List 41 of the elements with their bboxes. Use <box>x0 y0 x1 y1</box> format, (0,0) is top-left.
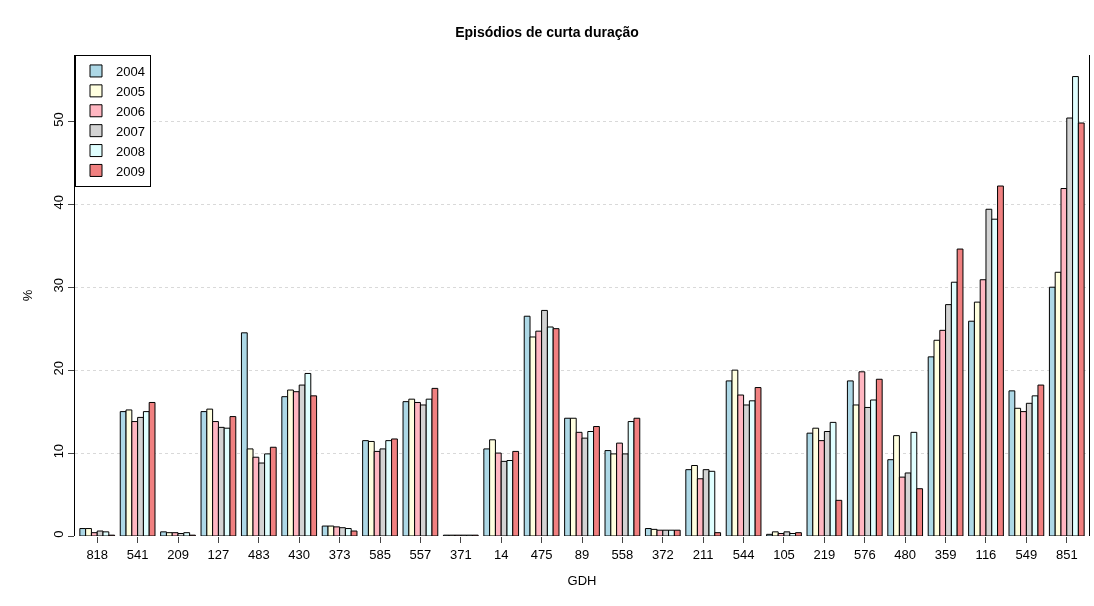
x-tick-label: 480 <box>894 546 917 562</box>
x-tick-label: 116 <box>975 546 997 562</box>
x-tick-label: 89 <box>574 546 590 562</box>
x-tick-label: 359 <box>934 546 957 562</box>
legend-label: 2009 <box>116 163 145 179</box>
x-tick-label: 14 <box>493 546 509 562</box>
x-tick-label: 211 <box>692 546 714 562</box>
y-tick-label: 10 <box>50 443 66 459</box>
x-tick-label: 430 <box>288 546 311 562</box>
x-tick-label: 127 <box>207 546 230 562</box>
y-tick-label: 0 <box>50 530 66 538</box>
y-tick-label: 30 <box>50 278 66 293</box>
y-tick-label: 40 <box>50 195 66 210</box>
legend-label: 2004 <box>116 64 145 80</box>
bar <box>846 380 854 536</box>
x-tick-label: 557 <box>409 546 432 562</box>
x-tick-label: 541 <box>126 546 149 562</box>
chart-title: Episódios de curta duração <box>455 24 639 41</box>
x-tick-label: 483 <box>247 546 270 562</box>
x-tick-label: 544 <box>732 546 755 562</box>
x-tick-label: 219 <box>813 546 836 562</box>
x-tick-label: 371 <box>449 546 472 562</box>
x-tick-label: 585 <box>369 546 391 562</box>
x-tick-label: 818 <box>86 546 109 562</box>
x-tick-label: 372 <box>651 546 674 562</box>
legend-label: 2008 <box>116 143 145 159</box>
y-tick-label: 20 <box>50 360 66 376</box>
x-tick-label: 576 <box>853 546 876 562</box>
y-axis-title: % <box>19 289 35 302</box>
legend-label: 2005 <box>116 83 145 99</box>
x-tick-label: 209 <box>167 546 189 562</box>
x-tick-label: 558 <box>611 546 634 562</box>
x-tick-label: 851 <box>1055 546 1078 562</box>
x-tick-label: 373 <box>328 546 351 562</box>
legend-label: 2006 <box>116 103 145 119</box>
x-tick-label: 475 <box>530 546 553 562</box>
y-tick-label: 50 <box>50 112 66 127</box>
x-axis-title: GDH <box>567 573 597 589</box>
x-tick-label: 105 <box>773 546 795 562</box>
x-tick-label: 549 <box>1015 546 1038 562</box>
legend-label: 2007 <box>116 123 145 139</box>
